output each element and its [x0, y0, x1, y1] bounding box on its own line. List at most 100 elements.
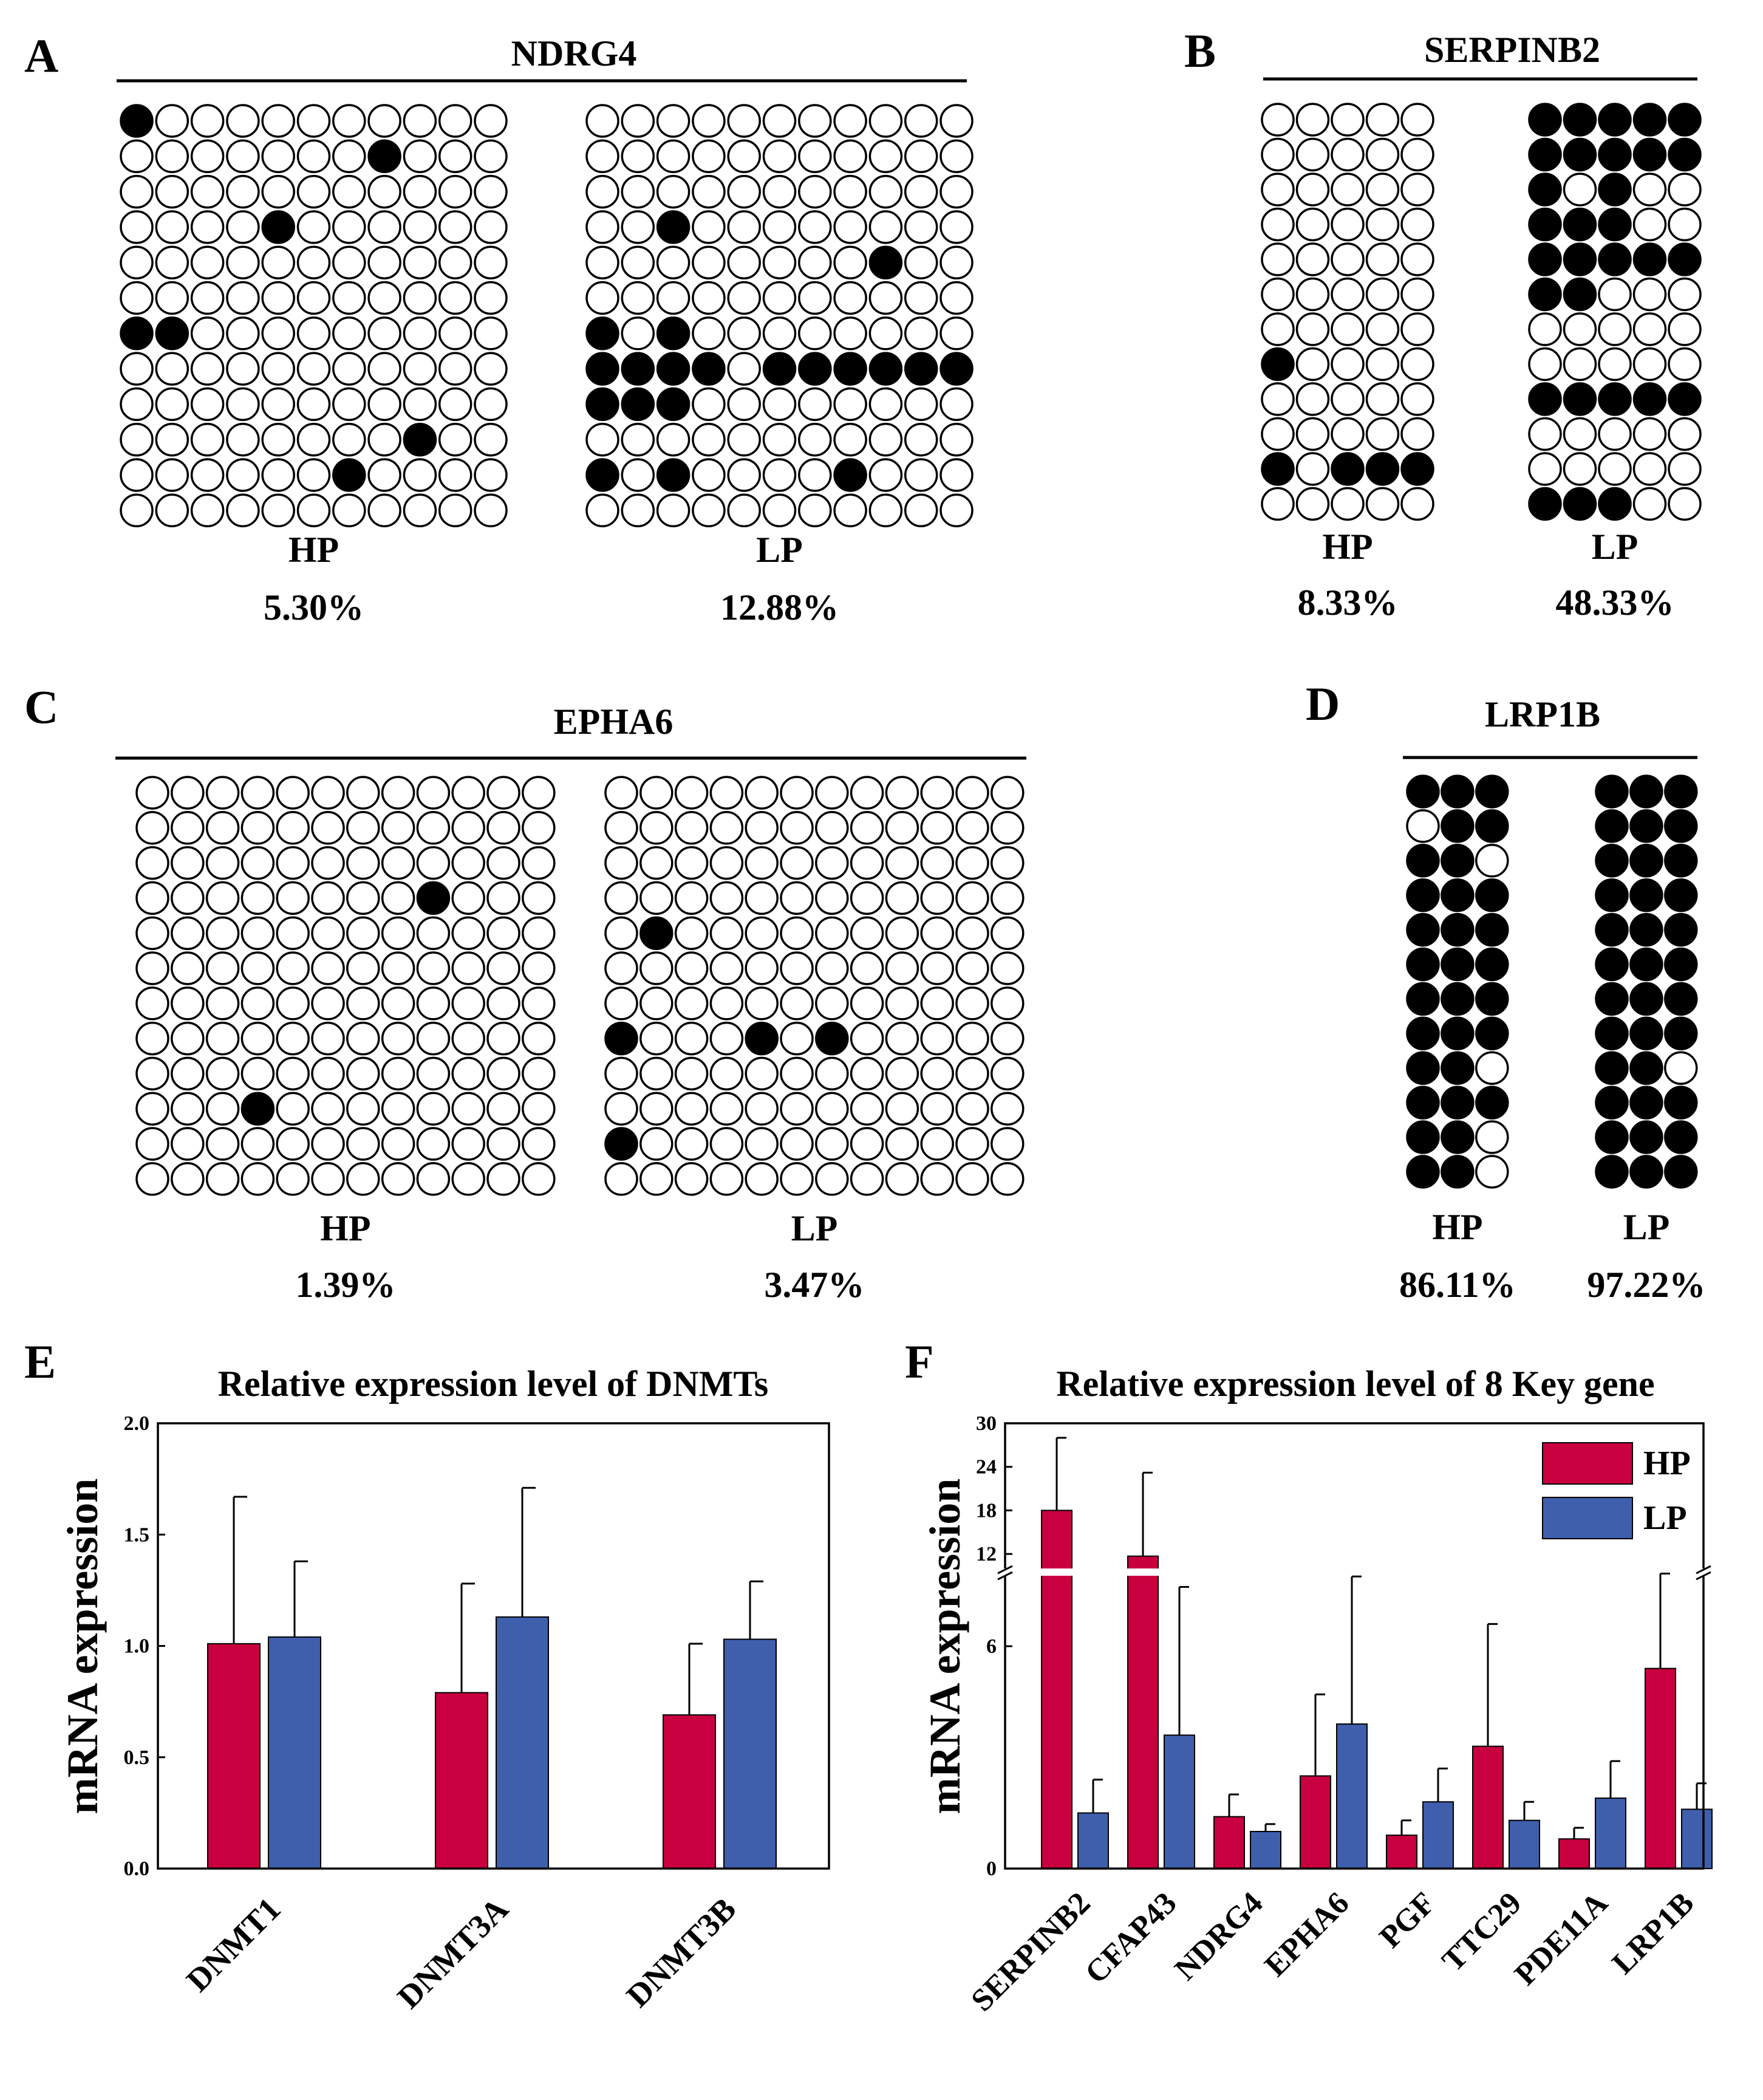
cpg-site-unmethylated: [1632, 173, 1667, 207]
cpg-site-unmethylated: [522, 987, 556, 1021]
bar-hp: [435, 1692, 488, 1870]
cpg-site-methylated: [1664, 947, 1698, 982]
cpg-site-unmethylated: [780, 1092, 814, 1126]
legend-label: LP: [1643, 1499, 1687, 1537]
bar-hp: [1041, 1510, 1072, 1869]
cpg-site-unmethylated: [486, 1056, 520, 1091]
cpg-site-unmethylated: [367, 210, 401, 244]
cpg-site-unmethylated: [346, 987, 380, 1021]
cpg-site-methylated: [1563, 137, 1597, 172]
cpg-site-unmethylated: [1261, 312, 1295, 346]
cpg-site-unmethylated: [155, 387, 189, 422]
panel-f: F Relative expression level of 8 Key gene…: [905, 1335, 1713, 2018]
cpg-site-unmethylated: [1365, 103, 1400, 137]
cpg-site-unmethylated: [904, 139, 938, 174]
cpg-site-unmethylated: [1295, 347, 1330, 381]
cpg-site-unmethylated: [296, 458, 331, 492]
cpg-site-unmethylated: [939, 174, 974, 209]
cpg-site-methylated: [585, 458, 619, 492]
cpg-site-unmethylated: [171, 916, 205, 950]
cpg-site-unmethylated: [798, 493, 832, 528]
cpg-site-methylated: [1629, 878, 1663, 912]
cpg-site-unmethylated: [474, 493, 508, 528]
cpg-site-unmethylated: [656, 422, 691, 457]
cpg-site-unmethylated: [261, 387, 295, 422]
cpg-site-unmethylated: [1295, 207, 1330, 242]
cpg-site-unmethylated: [815, 811, 849, 845]
panel-letter: F: [905, 1335, 934, 1388]
cpg-site-unmethylated: [332, 174, 366, 209]
cpg-site-unmethylated: [639, 1092, 673, 1126]
cpg-site-unmethylated: [205, 846, 240, 880]
group-label: LP: [791, 1208, 838, 1248]
cpg-site-methylated: [1406, 912, 1440, 947]
cpg-site-unmethylated: [1331, 173, 1365, 207]
cpg-site-methylated: [1331, 452, 1365, 486]
cpg-site-methylated: [1629, 1120, 1663, 1154]
cpg-site-unmethylated: [939, 316, 974, 351]
cpg-site-unmethylated: [727, 458, 761, 492]
cpg-site-methylated: [1475, 775, 1509, 809]
cpg-site-methylated: [1406, 1051, 1440, 1085]
cpg-site-unmethylated: [762, 422, 797, 457]
cpg-site-unmethylated: [1632, 277, 1667, 312]
cpg-site-unmethylated: [745, 881, 779, 915]
bar-hp: [1300, 1775, 1331, 1869]
cpg-site-methylated: [1406, 844, 1440, 878]
cpg-site-unmethylated: [585, 104, 619, 138]
cpg-site-unmethylated: [416, 1021, 451, 1056]
cpg-site-unmethylated: [727, 139, 761, 174]
cpg-site-unmethylated: [451, 1162, 485, 1196]
cpg-site-unmethylated: [1365, 382, 1400, 416]
panel-letter: D: [1306, 677, 1340, 730]
cpg-site-unmethylated: [416, 951, 451, 985]
cpg-site-unmethylated: [226, 458, 260, 492]
cpg-site-unmethylated: [939, 458, 974, 492]
panel-letter: E: [24, 1335, 56, 1388]
cpg-site-unmethylated: [955, 951, 989, 985]
bar-lp: [268, 1636, 321, 1870]
cpg-site-unmethylated: [780, 916, 814, 950]
panel-letter: B: [1184, 24, 1216, 77]
cpg-site-methylated: [1664, 912, 1698, 947]
cpg-site-unmethylated: [120, 139, 154, 174]
cpg-site-methylated: [1528, 173, 1562, 207]
cpg-site-unmethylated: [155, 281, 189, 315]
x-tick-label: PGF: [1373, 1886, 1442, 1955]
methylation-percent: 8.33%: [1298, 583, 1398, 623]
cpg-site-unmethylated: [416, 916, 451, 950]
cpg-site-methylated: [1441, 947, 1475, 982]
group-label: LP: [756, 530, 803, 570]
cpg-site-unmethylated: [190, 174, 225, 209]
cpg-site-unmethylated: [885, 916, 919, 950]
cpg-site-unmethylated: [850, 811, 884, 845]
group-label: LP: [1623, 1207, 1670, 1247]
axis-break-gap: [1126, 1568, 1160, 1576]
cpg-site-methylated: [745, 1021, 779, 1056]
cpg-site-unmethylated: [991, 1127, 1025, 1161]
cpg-site-methylated: [1629, 809, 1663, 843]
cpg-site-unmethylated: [311, 951, 345, 985]
y-axis-label: mRNA expression: [58, 1479, 107, 1814]
cpg-site-unmethylated: [1528, 452, 1562, 486]
cpg-site-unmethylated: [762, 139, 797, 174]
cpg-site-unmethylated: [205, 881, 240, 915]
bar-hp: [1645, 1667, 1676, 1870]
cpg-site-unmethylated: [474, 210, 508, 244]
cpg-site-methylated: [1261, 347, 1295, 381]
cpg-site-methylated: [1475, 809, 1509, 843]
cpg-site-unmethylated: [1668, 207, 1702, 242]
cpg-site-unmethylated: [1261, 103, 1295, 137]
cpg-site-unmethylated: [920, 987, 954, 1021]
cpg-site-unmethylated: [240, 811, 275, 845]
cpg-site-unmethylated: [885, 811, 919, 845]
cpg-site-unmethylated: [451, 1056, 485, 1091]
cpg-site-methylated: [656, 387, 691, 422]
cpg-site-unmethylated: [815, 987, 849, 1021]
cpg-site-unmethylated: [486, 951, 520, 985]
cpg-site-unmethylated: [403, 387, 437, 422]
cpg-site-unmethylated: [438, 387, 472, 422]
cpg-site-unmethylated: [205, 987, 240, 1021]
cpg-site-unmethylated: [604, 776, 638, 810]
cpg-site-unmethylated: [920, 776, 954, 810]
